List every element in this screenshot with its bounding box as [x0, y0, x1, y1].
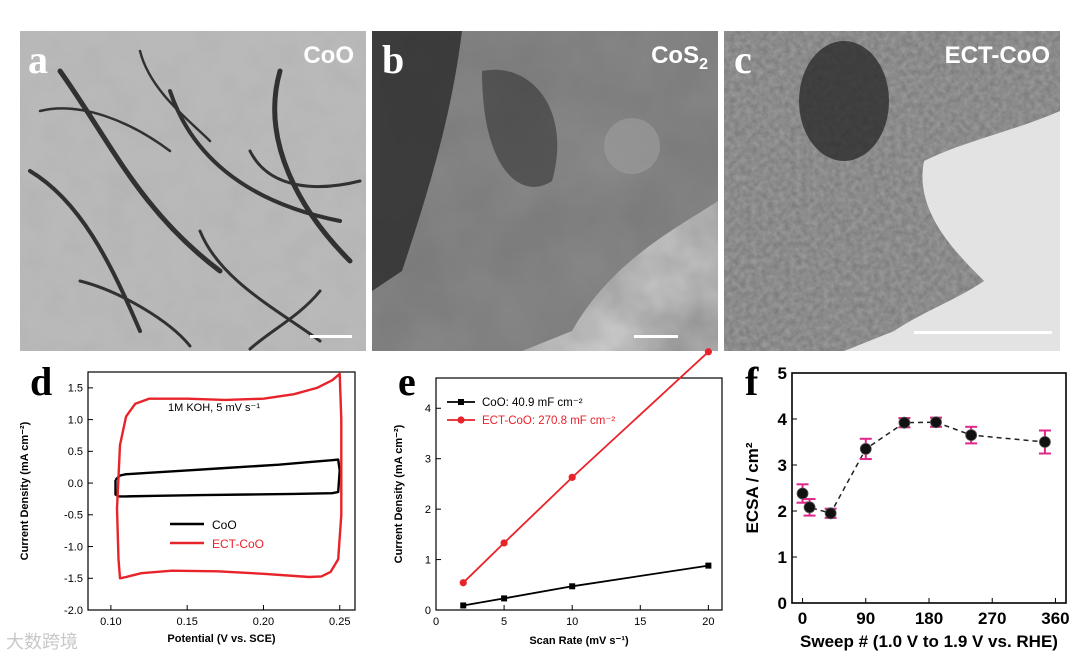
data-point [796, 487, 809, 500]
x-tick-label: 10 [566, 616, 578, 628]
x-axis-label: Scan Rate (mV s⁻¹) [529, 635, 629, 647]
data-point [824, 507, 837, 520]
data-point [930, 416, 942, 429]
y-tick-label: -1.5 [64, 573, 83, 585]
y-tick-label: 1 [778, 548, 787, 567]
panel-label-a: a [28, 37, 48, 82]
y-tick-label: 3 [778, 456, 787, 475]
y-tick-label: 1.0 [68, 414, 83, 426]
x-tick-label: 0.15 [176, 616, 197, 628]
data-point [1039, 436, 1051, 448]
x-tick-label: 0.20 [253, 616, 274, 628]
x-tick-label: 0 [798, 609, 807, 628]
panel-label-c: c [734, 37, 752, 82]
legend-entry-0: CoO [212, 518, 237, 532]
series-line-1 [115, 372, 343, 580]
data-point-1 [459, 579, 467, 587]
legend-entry-1: ECT-CoO: 270.8 mF cm⁻² [482, 415, 615, 427]
x-axis-label: Sweep # (1.0 V to 1.9 V vs. RHE) [800, 632, 1058, 651]
y-tick-label: 1.5 [68, 383, 83, 395]
y-tick-label: 2 [778, 502, 787, 521]
series-line-0 [114, 458, 341, 498]
y-tick-label: -2.0 [64, 605, 83, 617]
panel-label-d: d [30, 359, 52, 404]
data-point-1 [568, 473, 576, 481]
panel-title-a: CoO [303, 42, 354, 69]
y-axis-label: Current Density (mA cm⁻²) [19, 421, 31, 560]
chart-e: 0 5 10 15 20 0 1 2 3 4 Scan Rate (mV s⁻¹) Current D… [393, 348, 723, 647]
panel-label-b: b [382, 37, 405, 82]
x-tick-label: 180 [915, 609, 943, 628]
y-tick-label: -0.5 [64, 510, 83, 522]
x-tick-label: 0.25 [329, 616, 350, 628]
plot-frame [87, 371, 356, 611]
tem-image-a [20, 31, 366, 351]
tem-image-b [372, 31, 718, 351]
x-tick-label: 90 [856, 609, 875, 628]
plot-frame [435, 377, 723, 611]
y-tick-label: 5 [778, 364, 787, 383]
data-point-1 [500, 539, 508, 547]
tem-image-c [724, 31, 1060, 351]
data-point-0 [705, 562, 712, 569]
data-point-1 [704, 348, 712, 356]
x-tick-label: 20 [702, 616, 714, 628]
legend-entry-1: ECT-CoO [212, 537, 264, 551]
y-tick-label: 3 [425, 454, 431, 466]
legend-marker-0 [458, 399, 464, 405]
y-axis-label: Current Density (mA cm⁻²) [393, 424, 405, 563]
panel-title-b-main: CoS [651, 42, 700, 69]
data-point-0 [569, 583, 576, 590]
data-point-0 [460, 602, 467, 609]
x-tick-label: 15 [634, 616, 646, 628]
data-point [859, 442, 872, 455]
panel-label-f: f [745, 359, 759, 404]
tem-texture-c [724, 31, 1060, 351]
series-line-0 [463, 564, 709, 607]
x-tick-label: 270 [978, 609, 1006, 628]
legend-entry-0: CoO: 40.9 mF cm⁻² [482, 397, 583, 409]
y-axis-label: ECSA / cm² [743, 442, 762, 533]
panel-title-b-sub: 2 [699, 55, 708, 73]
y-tick-label: 0.0 [68, 478, 83, 490]
data-point [898, 416, 911, 429]
y-tick-label: 0 [778, 594, 787, 613]
y-tick-label: 4 [778, 410, 788, 429]
y-tick-label: 0 [425, 605, 431, 617]
data-point [803, 501, 816, 514]
y-tick-label: 2 [425, 504, 431, 516]
x-tick-label: 0.10 [100, 616, 121, 628]
y-tick-label: 4 [425, 403, 431, 415]
series-line-1 [462, 351, 710, 584]
plot-frame [791, 372, 1067, 604]
x-tick-label: 5 [501, 616, 507, 628]
y-tick-label: 1 [425, 554, 431, 566]
data-point [965, 429, 978, 442]
watermark: 大数跨境 [6, 632, 78, 652]
legend-marker-1 [457, 416, 465, 424]
x-axis-label: Potential (V vs. SCE) [167, 633, 276, 645]
panel-label-e: e [398, 359, 416, 404]
panel-title-c: ECT-CoO [944, 42, 1050, 69]
chart-f: 0 90 180 270 360 0 1 2 3 4 5 Sweep # (1.0 V to 1.9 … [743, 364, 1070, 651]
series-line [801, 421, 1045, 515]
tem-texture-a [20, 31, 366, 351]
panel-title-b: CoS2 [630, 44, 708, 73]
tem-texture-b [372, 31, 718, 351]
data-point-0 [501, 595, 508, 602]
x-tick-label: 360 [1041, 609, 1069, 628]
x-tick-label: 0 [433, 616, 439, 628]
y-tick-label: -1.0 [64, 541, 83, 553]
y-tick-label: 0.5 [68, 446, 83, 458]
annotation: 1M KOH, 5 mV s⁻¹ [168, 402, 260, 414]
chart-d: 0.10 0.15 0.20 0.25 -2.0 -1.5 -1.0 -0.5 0.0 0.5 1.… [19, 371, 356, 645]
